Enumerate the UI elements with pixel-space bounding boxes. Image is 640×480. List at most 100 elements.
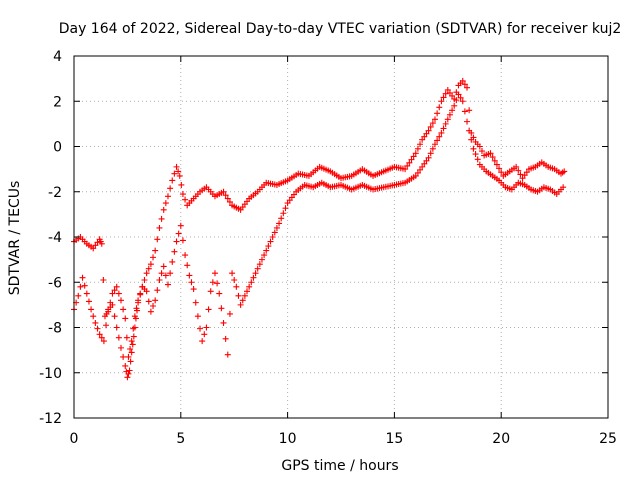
data-point	[156, 224, 163, 231]
data-point	[440, 125, 447, 132]
data-point	[115, 290, 122, 297]
x-tick-label: 15	[385, 431, 403, 447]
data-point	[203, 324, 210, 331]
data-point	[265, 243, 272, 250]
data-point	[109, 290, 116, 297]
data-point	[154, 236, 161, 243]
data-point	[220, 188, 227, 195]
data-point	[90, 313, 97, 320]
data-point	[169, 258, 176, 265]
data-point	[423, 157, 430, 164]
data-point	[190, 286, 197, 293]
data-point	[175, 230, 182, 237]
data-point	[207, 288, 214, 295]
data-point	[466, 127, 473, 134]
data-point	[496, 165, 503, 172]
data-point	[449, 107, 456, 114]
data-point	[127, 358, 134, 365]
data-point	[269, 234, 276, 240]
data-point	[158, 215, 165, 222]
data-point	[117, 344, 124, 351]
data-point	[461, 108, 468, 115]
data-point	[109, 301, 116, 308]
data-point	[489, 154, 496, 161]
data-point	[455, 91, 462, 98]
data-points	[71, 77, 568, 381]
data-point	[434, 110, 441, 117]
data-point	[431, 141, 438, 148]
y-axis-label: SDTVAR / TECUs	[7, 181, 23, 296]
data-point	[252, 270, 259, 277]
data-point	[197, 325, 204, 332]
data-point	[205, 306, 212, 313]
data-point	[271, 229, 278, 236]
x-tick-label: 10	[279, 431, 297, 447]
data-point	[273, 224, 280, 231]
data-point	[419, 136, 426, 143]
data-point	[438, 98, 445, 105]
data-point	[182, 196, 189, 203]
data-point	[478, 148, 485, 155]
data-point	[417, 166, 424, 173]
grid	[74, 56, 608, 418]
data-point	[282, 205, 289, 212]
y-tick-label: -4	[48, 230, 62, 246]
data-point	[493, 161, 500, 168]
data-point	[182, 252, 189, 259]
data-point	[94, 239, 101, 246]
data-point	[436, 104, 443, 111]
data-point	[446, 111, 453, 118]
data-point	[100, 276, 107, 283]
y-tick-label: -12	[39, 411, 62, 427]
data-point	[98, 240, 105, 247]
data-point	[167, 185, 174, 192]
y-tick-label: -6	[48, 275, 62, 291]
data-point	[461, 81, 468, 88]
tick-labels: 0 5 10 15 20 25 -12 -10 -8 -6 -4 -2 0 2 4	[39, 49, 617, 447]
chart-title: Day 164 of 2022, Sidereal Day-to-day VTE…	[59, 21, 622, 37]
data-point	[158, 270, 165, 277]
data-point	[231, 276, 238, 283]
data-point	[218, 305, 225, 312]
data-point	[263, 247, 270, 254]
y-tick-label: -2	[48, 185, 62, 201]
data-point	[226, 198, 233, 205]
data-point	[410, 153, 417, 160]
data-point	[427, 150, 434, 157]
data-point	[498, 169, 505, 176]
data-point	[171, 248, 178, 255]
data-point	[167, 270, 174, 277]
data-point	[145, 265, 152, 272]
data-point	[222, 335, 229, 342]
data-point	[222, 192, 229, 199]
data-point	[154, 287, 161, 294]
data-point	[184, 262, 191, 269]
data-point	[79, 274, 86, 281]
data-point	[134, 307, 141, 314]
x-tick-label: 5	[176, 431, 185, 447]
x-axis-label: GPS time / hours	[281, 458, 398, 474]
data-point	[178, 181, 185, 188]
data-point	[235, 292, 242, 299]
data-point	[162, 200, 169, 207]
data-point	[152, 297, 159, 304]
data-point	[156, 276, 163, 283]
data-point	[122, 362, 129, 369]
data-point	[175, 168, 182, 175]
data-point	[122, 315, 129, 322]
data-point	[160, 263, 167, 270]
data-point	[124, 374, 131, 381]
data-point	[88, 306, 95, 313]
data-point	[442, 120, 449, 127]
data-point	[188, 279, 195, 286]
data-point	[515, 167, 522, 174]
data-point	[173, 238, 180, 245]
data-point	[434, 137, 441, 144]
data-point	[186, 272, 193, 279]
data-point	[75, 292, 82, 299]
data-point	[201, 331, 208, 338]
data-point	[199, 338, 206, 345]
data-point	[233, 283, 240, 290]
data-point	[125, 353, 132, 360]
data-point	[173, 163, 180, 170]
